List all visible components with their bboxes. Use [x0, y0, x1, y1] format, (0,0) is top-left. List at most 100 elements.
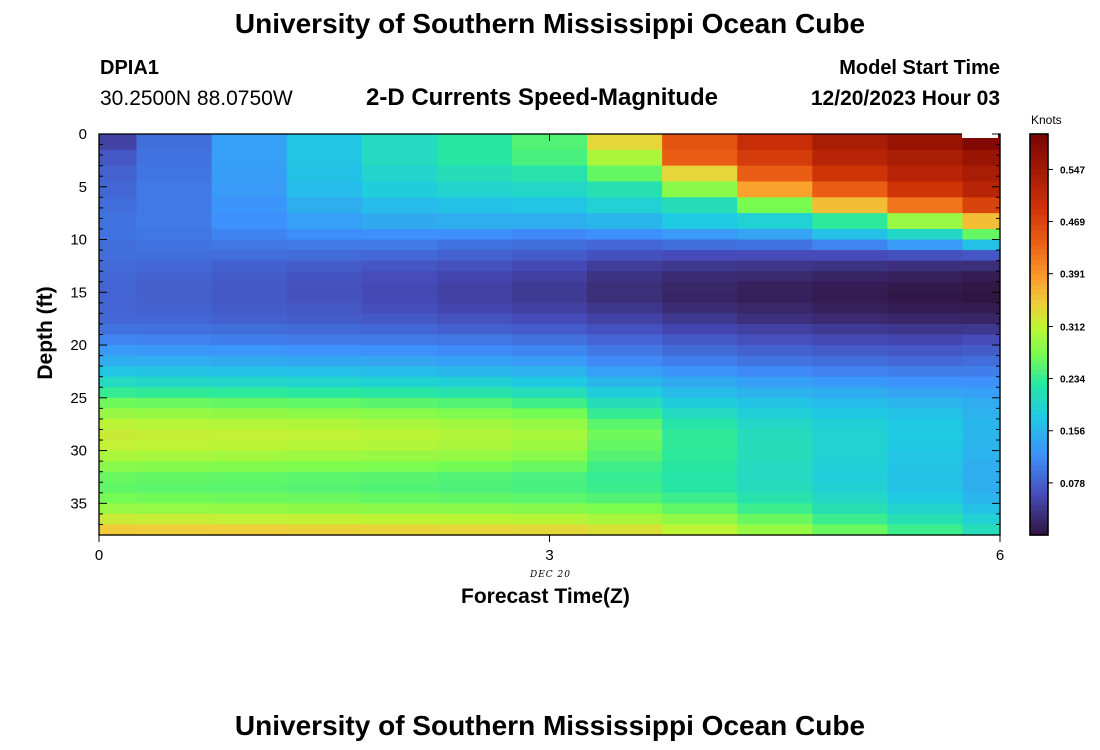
heatmap-cell [361, 181, 438, 198]
heatmap-cell [99, 503, 138, 515]
heatmap-cell [962, 482, 1001, 494]
heatmap-cell [812, 503, 888, 515]
heatmap-cell [361, 239, 438, 251]
colorbar-segment [1030, 194, 1048, 200]
heatmap-cell [99, 181, 138, 198]
heatmap-cell [436, 213, 513, 230]
heatmap-cell [99, 250, 138, 262]
heatmap-cell [99, 313, 138, 325]
heatmap-cell [662, 503, 738, 515]
heatmap-cell [737, 366, 813, 378]
heatmap-cell [737, 302, 813, 314]
colorbar-segment [1030, 319, 1048, 326]
colorbar-segment [1030, 224, 1048, 230]
heatmap-cell [361, 503, 438, 515]
heatmap-cell [887, 292, 964, 304]
heatmap-cell [662, 345, 738, 357]
heatmap-cell [286, 134, 363, 151]
heatmap-cell [587, 334, 663, 346]
heatmap-cell [662, 355, 738, 367]
heatmap-cell [136, 482, 213, 494]
heatmap-cell [662, 228, 738, 241]
heatmap-cell [511, 323, 588, 336]
heatmap-cell [286, 482, 363, 494]
top-right-notch [962, 133, 998, 138]
station-coords: 30.2500N 88.0750W [100, 87, 293, 110]
heatmap-cell [662, 366, 738, 378]
heatmap-cell [436, 292, 513, 304]
heatmap-cell [211, 355, 288, 367]
heatmap-cell [962, 429, 1001, 441]
colorbar-segment [1030, 314, 1048, 321]
heatmap-cell [737, 450, 813, 462]
heatmap-cell [511, 408, 588, 420]
colorbar-segment [1030, 509, 1048, 516]
heatmap-cell [887, 524, 964, 536]
heatmap-cell [587, 165, 663, 183]
heatmap-cell [511, 366, 588, 378]
colorbar-tick-label: 0.234 [1060, 375, 1085, 386]
heatmap-cell [136, 524, 213, 536]
heatmap-cell [361, 313, 438, 325]
heatmap-cell [361, 250, 438, 262]
heatmap-cell [99, 213, 138, 230]
heatmap-cell [361, 397, 438, 409]
heatmap-cell [737, 482, 813, 494]
colorbar-segment [1030, 459, 1048, 466]
heatmap-cell [587, 271, 663, 283]
colorbar-segment [1030, 424, 1048, 431]
heatmap-cell [812, 292, 888, 304]
heatmap-cell [511, 355, 588, 367]
heatmap-cell [436, 197, 513, 214]
heatmap-cell [662, 302, 738, 314]
heatmap-cell [887, 313, 964, 325]
heatmap-cell [962, 281, 1001, 293]
heatmap-cell [211, 440, 288, 452]
heatmap-cell [887, 450, 964, 462]
heatmap-cell [662, 165, 738, 183]
heatmap-cell [737, 134, 813, 151]
colorbar-segment [1030, 189, 1048, 195]
heatmap-cell [211, 450, 288, 462]
colorbar-segment [1030, 344, 1048, 351]
heatmap-cell [286, 461, 363, 473]
heatmap-cell [286, 271, 363, 283]
model-start-value: 12/20/2023 Hour 03 [810, 87, 1000, 110]
heatmap-cell [511, 197, 588, 214]
heatmap-cell [587, 513, 663, 526]
heatmap-cell [286, 513, 363, 526]
heatmap-cell [136, 281, 213, 293]
heatmap-cell [99, 281, 138, 293]
heatmap-cell [436, 149, 513, 167]
heatmap-cell [812, 250, 888, 262]
heatmap-cell [737, 260, 813, 272]
heatmap-cell [286, 149, 363, 167]
heatmap-cells [99, 134, 1001, 536]
heatmap-cell [511, 281, 588, 293]
heatmap-cell [887, 387, 964, 399]
y-tick-label: 5 [79, 179, 87, 196]
colorbar-segment [1030, 524, 1048, 531]
heatmap-cell [436, 471, 513, 483]
heatmap-cell [286, 397, 363, 409]
heatmap-cell [511, 271, 588, 283]
heatmap-cell [887, 271, 964, 283]
x-tick-label: 0 [95, 547, 103, 564]
heatmap-cell [587, 440, 663, 452]
colorbar-segment [1030, 469, 1048, 476]
heatmap-cell [99, 376, 138, 388]
heatmap-cell [887, 250, 964, 262]
heatmap-cell [812, 271, 888, 283]
colorbar-segment [1030, 419, 1048, 426]
colorbar-segment [1030, 479, 1048, 486]
heatmap-cell [511, 213, 588, 230]
heatmap-cell [812, 323, 888, 336]
heatmap-cell [361, 524, 438, 536]
heatmap-cell [511, 292, 588, 304]
heatmap-cell [361, 492, 438, 504]
heatmap-cell [99, 292, 138, 304]
heatmap-cell [812, 355, 888, 367]
heatmap-cell [662, 513, 738, 526]
heatmap-cell [436, 165, 513, 183]
heatmap-cell [662, 292, 738, 304]
